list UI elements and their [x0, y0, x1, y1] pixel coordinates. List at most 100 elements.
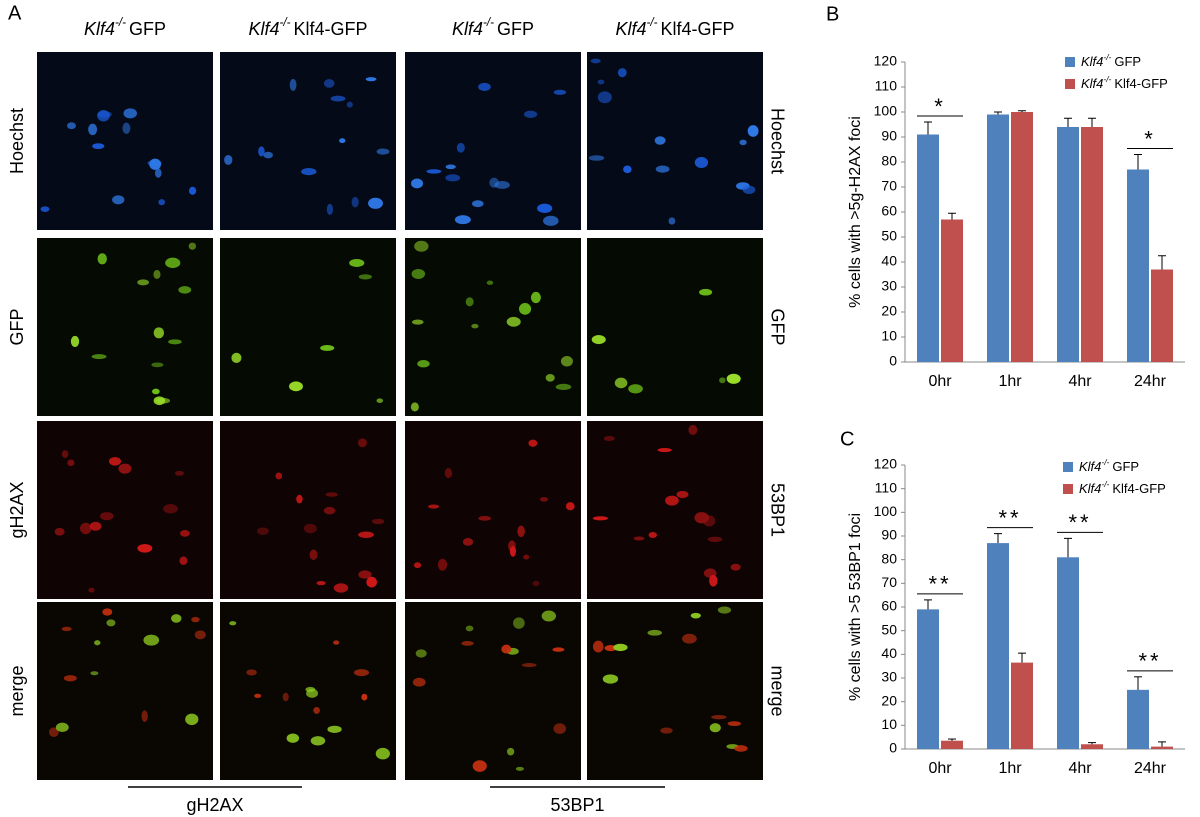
bar [987, 114, 1009, 362]
bar [1127, 689, 1149, 749]
cell [699, 288, 713, 296]
cell [151, 388, 160, 395]
cell [325, 492, 338, 497]
cell [410, 402, 419, 412]
cell [353, 669, 370, 677]
cell [358, 570, 372, 579]
cell [106, 619, 116, 627]
cell [316, 580, 326, 586]
cell [413, 562, 422, 569]
cell [597, 91, 612, 104]
sample-name: GFP [497, 19, 534, 39]
cell [730, 563, 741, 571]
y-tick-label: 90 [881, 527, 897, 543]
cell [545, 373, 555, 382]
bar [1081, 744, 1103, 749]
cell [445, 174, 461, 182]
cell [92, 143, 105, 150]
significance: * [1144, 126, 1156, 151]
cell [461, 641, 474, 646]
cell [323, 78, 335, 88]
y-tick-label: 40 [881, 253, 897, 269]
cell [489, 177, 499, 188]
cell [613, 643, 628, 652]
cell [719, 377, 726, 384]
micrograph [405, 421, 581, 599]
gene: Klf4 [452, 19, 483, 39]
cell [372, 518, 385, 525]
sample-name: GFP [1114, 54, 1141, 69]
gene: Klf4 [248, 19, 279, 39]
cell [465, 297, 474, 307]
cell [246, 669, 257, 676]
gene: Klf4 [1079, 481, 1101, 496]
bar [1151, 746, 1173, 749]
y-tick-label: 120 [874, 456, 898, 472]
cell [428, 504, 440, 509]
legend-swatch [1065, 79, 1075, 89]
cell [320, 345, 335, 351]
micrograph [405, 52, 581, 230]
row-label: Hoechst [767, 108, 787, 174]
bar [1011, 112, 1033, 362]
cell [49, 727, 59, 737]
cell [149, 158, 162, 170]
cell [375, 747, 390, 760]
cell [89, 521, 102, 531]
y-tick-label: 100 [874, 103, 898, 119]
cell [471, 323, 479, 329]
significance: ** [928, 572, 951, 597]
cell [333, 583, 349, 593]
cell [179, 529, 190, 537]
significance: ** [1138, 649, 1161, 674]
row-label: merge [767, 665, 787, 716]
cell [88, 123, 98, 136]
column-header: Klf4-/- Klf4-GFP [248, 16, 367, 39]
cell [628, 384, 643, 394]
bar [941, 740, 963, 749]
cell [165, 257, 181, 269]
cell [365, 77, 377, 82]
cell [168, 339, 182, 345]
cell [633, 536, 645, 541]
cell [303, 523, 317, 534]
cell [154, 168, 162, 178]
cell [179, 556, 188, 566]
cell [289, 78, 297, 91]
cell [137, 543, 153, 553]
cell [437, 558, 448, 571]
cell [411, 268, 426, 279]
cell [70, 335, 80, 348]
cell [361, 693, 368, 701]
bar [917, 134, 939, 362]
cell [141, 710, 148, 722]
micrograph [587, 421, 763, 599]
cell [94, 640, 101, 646]
cell [358, 531, 374, 538]
sample-name: Klf4-GFP [1114, 76, 1167, 91]
cell [657, 447, 672, 453]
micrograph [37, 52, 213, 230]
gene: Klf4 [1081, 76, 1103, 91]
x-tick-label: 0hr [928, 373, 952, 390]
cell [518, 302, 532, 315]
cell [647, 629, 662, 636]
micrograph [37, 602, 213, 780]
cell [313, 706, 320, 714]
cell [286, 733, 300, 743]
genotype: -/- [1101, 479, 1109, 489]
cell [327, 725, 342, 733]
cell [521, 663, 537, 668]
cell [97, 253, 107, 265]
cell [739, 139, 747, 146]
x-tick-label: 1hr [998, 760, 1022, 777]
y-axis-label: % cells with >5 53BP1 foci [847, 513, 864, 701]
cell [462, 538, 474, 546]
cell [543, 215, 559, 226]
genotype: -/- [279, 16, 290, 29]
cell [465, 625, 474, 632]
genotype: -/- [483, 16, 494, 29]
cell [648, 532, 658, 539]
cell [553, 89, 567, 95]
cell [61, 626, 72, 632]
